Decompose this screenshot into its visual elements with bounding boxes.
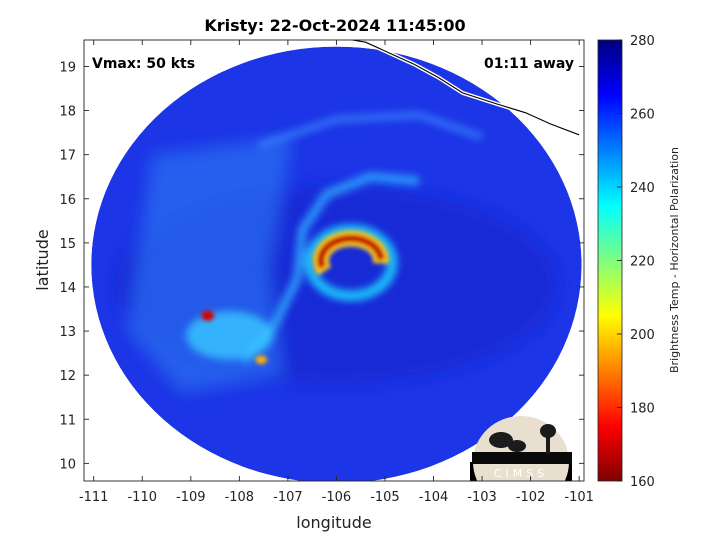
logo-dish-icon [489,432,513,448]
logo-tower-icon [546,436,550,454]
y-tick-label: 17 [59,149,76,164]
x-tick-label: -103 [467,490,497,505]
y-tick-label: 13 [59,325,76,340]
y-tick-label: 15 [59,237,76,252]
x-tick-label: -110 [127,490,157,505]
colorbar-tick-label: 160 [630,475,655,490]
y-tick-label: 19 [59,60,76,75]
y-tick-label: 18 [59,105,76,120]
coastline [349,40,580,136]
x-tick-label: -106 [322,490,352,505]
colorbar-tick-label: 180 [630,402,655,417]
colorbar-ticks: 160 180 200 220 240 260 280 [617,34,655,490]
x-tick-label: -108 [225,490,255,505]
time-offset-annotation: 01:11 away [484,56,574,72]
colorbar-tick-label: 220 [630,255,655,270]
x-axis: -111 -110 -109 -108 -107 -106 -105 -104 -103 -102… [79,40,594,505]
x-tick-label: -104 [419,490,449,505]
brightness-temp-field [91,40,582,481]
inner-core-ring [304,224,398,301]
y-tick-label: 14 [59,281,76,296]
colorbar-label: Brightness Temp - Horizontal Polarizatio… [668,147,681,373]
x-tick-label: -101 [564,490,594,505]
colorbar-tick-label: 240 [630,181,655,196]
x-tick-label: -105 [370,490,400,505]
x-tick-label: -107 [273,490,303,505]
convective-cell-west [201,310,215,321]
y-axis: 10 11 12 13 14 15 16 17 18 19 [59,60,584,472]
y-tick-label: 16 [59,193,76,208]
logo-dish2-icon [508,440,526,452]
axes-frame [83,39,585,482]
logo-text: CIMSS [494,467,548,480]
colorbar-tick-label: 280 [630,34,655,49]
y-axis-label: latitude [33,229,52,290]
y-tick-label: 11 [59,413,76,428]
colorbar-tick-label: 200 [630,328,655,343]
y-tick-label: 12 [59,369,76,384]
logo-tank-icon [540,424,556,438]
chart-title: Kristy: 22-Oct-2024 11:45:00 [204,16,465,35]
x-tick-label: -111 [79,490,109,505]
northern-rainband [257,111,484,150]
cimss-logo: CIMSS [470,416,572,481]
convective-cell-south [255,355,268,365]
vmax-annotation: Vmax: 50 kts [92,56,195,72]
x-tick-label: -109 [176,490,206,505]
colorbar-tick-label: 260 [630,108,655,123]
x-axis-label: longitude [296,513,371,532]
y-tick-label: 10 [59,457,76,472]
x-tick-label: -102 [516,490,546,505]
logo-ground [472,452,572,464]
spiral-rainband [240,172,420,365]
southwest-convection [185,311,274,360]
eyewall-arc-core [316,234,386,270]
